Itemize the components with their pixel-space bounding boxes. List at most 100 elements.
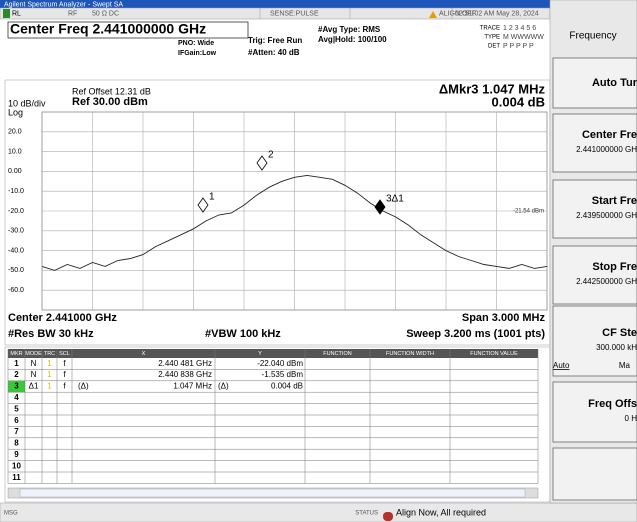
marker-label: 1 — [209, 192, 215, 203]
vbw: #VBW 100 kHz — [205, 328, 281, 340]
softkey[interactable] — [552, 57, 637, 109]
selected-row-highlight — [8, 380, 25, 393]
mkr: 11 — [12, 473, 21, 482]
y-value: -1.535 dBm — [262, 370, 304, 379]
type-label: TYPE — [484, 35, 500, 41]
center-freq: Center Freq 2.441000000 GHz — [10, 21, 206, 37]
rl-badge — [3, 9, 10, 18]
trig: Trig: Free Run — [248, 36, 302, 45]
det-label: DET — [488, 44, 500, 50]
softkey-option: Ma — [619, 361, 631, 370]
softkey-option: Auto — [553, 361, 570, 370]
marker-diamond — [197, 197, 209, 213]
status-text: Align Now, All required — [396, 507, 486, 517]
trc: 1 — [47, 359, 52, 368]
scl: f — [63, 359, 66, 368]
mkr: 3 — [14, 382, 19, 391]
table-header-cell: X — [142, 351, 146, 357]
y-tick-label: 20.0 — [8, 129, 22, 136]
x-value: 1.047 MHz — [173, 382, 212, 391]
scroll-thumb[interactable] — [19, 488, 526, 498]
scl: f — [63, 382, 66, 391]
time: 02:51:02 AM May 28, 2024 — [455, 10, 539, 17]
y-tick-label: -40.0 — [8, 247, 24, 254]
y-tick-label: 0.00 — [8, 168, 22, 175]
trace-nums: 1 2 3 4 5 6 — [503, 25, 536, 32]
ref-offset: Ref Offset 12.31 dB — [72, 86, 151, 96]
x-value: 2.440 481 GHz — [158, 359, 212, 368]
softkey[interactable] — [552, 245, 637, 305]
mkr: 6 — [14, 416, 19, 425]
mode: N — [31, 370, 37, 379]
softkey-label: Freq Offs — [588, 398, 637, 410]
table-header-cell: MODE — [25, 351, 42, 357]
table-header-cell: TRC — [44, 351, 55, 357]
table-header — [8, 349, 538, 358]
ref-level: Ref 30.00 dBm — [72, 96, 148, 108]
softkey — [552, 447, 637, 501]
display-line-label: -21.54 dBm — [513, 209, 544, 215]
softkey-label: Center Fre — [582, 129, 637, 141]
softkey[interactable] — [552, 381, 637, 443]
table-header-cell: Y — [258, 351, 262, 357]
status-error-icon — [383, 512, 393, 521]
ifgain: IFGain:Low — [178, 50, 217, 57]
mkr: 2 — [14, 370, 19, 379]
trace-label: TRACE — [480, 26, 500, 32]
y-value: 0.004 dB — [271, 382, 303, 391]
mode: N — [31, 359, 37, 368]
softkey-label: Stop Fre — [592, 261, 637, 273]
marker-label: 3Δ1 — [386, 194, 404, 205]
atten: #Atten: 40 dB — [248, 48, 300, 57]
softkey-label: Start Fre — [592, 195, 637, 207]
align: ALIGN OFF — [439, 10, 476, 17]
softkey-value: 300.000 kH — [596, 343, 637, 352]
avg-hold: Avg|Hold: 100/100 — [318, 35, 387, 44]
scl: f — [63, 370, 66, 379]
center-freq-box — [7, 21, 249, 39]
table-header-cell: MKR — [10, 351, 22, 357]
table-header-cell: FUNCTION — [323, 351, 351, 357]
avg-type: #Avg Type: RMS — [318, 25, 381, 34]
mkr: 1 — [14, 359, 19, 368]
y-tick-label: -30.0 — [8, 228, 24, 235]
rf: RF — [68, 10, 77, 17]
softkey[interactable] — [552, 113, 637, 173]
table-header-cell: FUNCTION VALUE — [470, 351, 518, 357]
x-value: 2.440 838 GHz — [158, 370, 212, 379]
trace — [41, 174, 548, 271]
softkey-label: Auto Tur — [592, 77, 637, 89]
mode: Δ1 — [29, 382, 39, 391]
align-warning-icon — [429, 11, 437, 18]
delta-marker: ΔMkr3 1.047 MHz — [439, 81, 546, 96]
mkr: 4 — [14, 393, 19, 402]
trc: 1 — [47, 382, 52, 391]
y-tick-label: 10.0 — [8, 148, 22, 155]
softkey-value: 2.439500000 GH — [576, 211, 637, 220]
status-label: STATUS — [355, 511, 378, 517]
mkr: 7 — [14, 427, 19, 436]
softkey-value: 2.441000000 GH — [576, 145, 637, 154]
pno: PNO: Wide — [178, 40, 214, 47]
center: Center 2.441000 GHz — [8, 312, 117, 324]
menu-title: Frequency — [569, 31, 616, 42]
y-tick-label: -60.0 — [8, 287, 24, 294]
sense: SENSE:PULSE — [270, 10, 319, 17]
y-tick-label: -10.0 — [8, 188, 24, 195]
type-value: M WWWWW — [503, 34, 544, 41]
marker-diamond — [256, 155, 268, 171]
mkr: 5 — [14, 404, 19, 413]
softkey[interactable] — [552, 179, 637, 239]
delta-value: 0.004 dB — [492, 94, 545, 109]
sweep: Sweep 3.200 ms (1001 pts) — [406, 328, 545, 340]
span: Span 3.000 MHz — [462, 312, 546, 324]
y-value: -22.040 dBm — [257, 359, 303, 368]
softkey[interactable] — [552, 305, 637, 377]
softkey-value: 0 H — [625, 414, 637, 423]
marker-diamond — [374, 199, 386, 215]
y-tick-label: -50.0 — [8, 267, 24, 274]
softkey-label: CF Ste — [602, 327, 637, 339]
softkey-value: 2.442500000 GH — [576, 277, 637, 286]
